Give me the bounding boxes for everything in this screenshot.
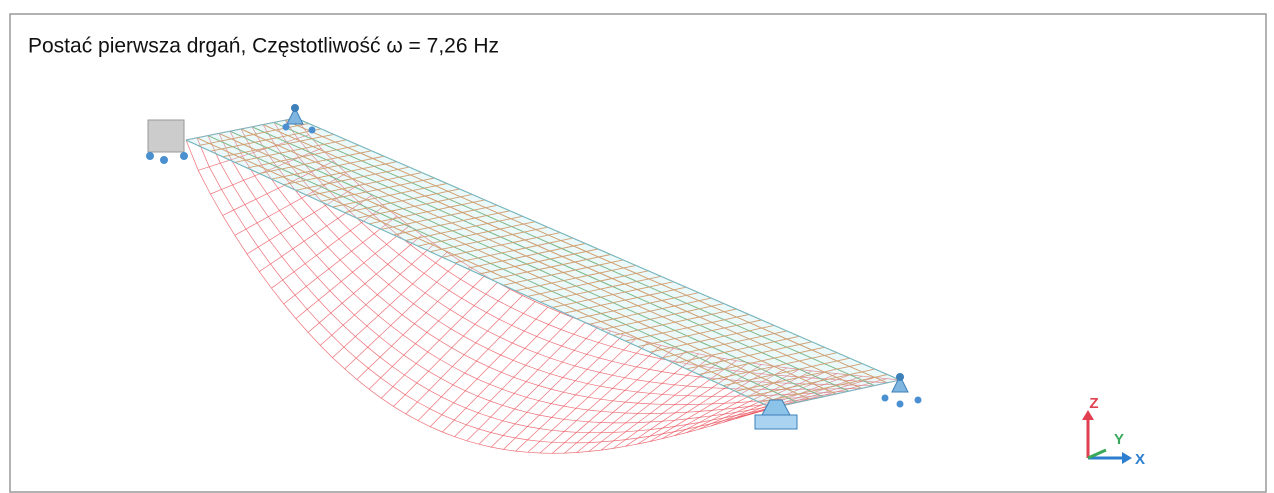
frame bbox=[10, 14, 1266, 492]
axis-label-y: Y bbox=[1114, 431, 1124, 448]
support-roller bbox=[180, 152, 188, 160]
axis-label-x: X bbox=[1135, 451, 1145, 468]
support-roller bbox=[882, 395, 889, 402]
viewport: Postać pierwsza drgań, Częstotliwość ω =… bbox=[0, 0, 1274, 493]
support-roller bbox=[283, 124, 290, 131]
support-roller bbox=[309, 127, 316, 134]
support-roller bbox=[146, 152, 154, 160]
support-left bbox=[146, 120, 188, 164]
support-roller bbox=[160, 156, 168, 164]
page: Postać pierwsza drgań, Częstotliwość ω =… bbox=[0, 0, 1274, 493]
support-roller bbox=[915, 397, 922, 404]
support-block bbox=[148, 120, 184, 152]
support-node bbox=[896, 373, 904, 381]
support-node bbox=[291, 104, 299, 112]
support-roller bbox=[897, 401, 904, 408]
support-base bbox=[755, 415, 797, 429]
mode-title: Postać pierwsza drgań, Częstotliwość ω =… bbox=[28, 35, 499, 58]
axis-label-z: Z bbox=[1089, 395, 1098, 412]
